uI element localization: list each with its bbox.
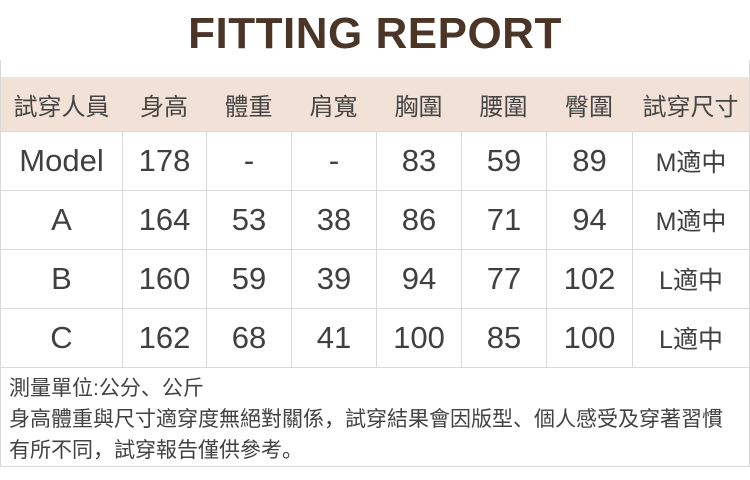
cell-chest: 86: [376, 191, 461, 249]
cell-height: 178: [122, 132, 206, 190]
header-cell-size: 試穿尺寸: [642, 93, 739, 121]
table-row-b: B 160 59 39 94 77 102 L適中: [1, 249, 749, 308]
header-cell-person: 試穿人員: [13, 93, 110, 121]
cell-weight: 68: [206, 309, 291, 367]
header-cell-waist: 腰圍: [479, 93, 528, 121]
cell-shoulder: 39: [291, 250, 376, 308]
cell-chest: 83: [376, 132, 461, 190]
cell-person: A: [51, 202, 72, 237]
cell-hip: 94: [546, 191, 632, 249]
table-row-c: C 162 68 41 100 85 100 L適中: [1, 308, 749, 367]
table-footnote: 測量單位:公分、公斤 身高體重與尺寸適穿度無絕對關係，試穿結果會因版型、個人感受…: [1, 367, 749, 466]
header-cell-weight: 體重: [224, 93, 273, 121]
table-row-a: A 164 53 38 86 71 94 M適中: [1, 190, 749, 249]
cell-person: B: [51, 261, 72, 296]
table-top-spacer: [1, 60, 749, 77]
table-row-model: Model 178 - - 83 59 89 M適中: [1, 131, 749, 190]
cell-height: 160: [122, 250, 206, 308]
page-title: FITTING REPORT: [188, 9, 562, 58]
cell-person: Model: [19, 143, 104, 178]
cell-size: M適中: [632, 191, 749, 249]
cell-shoulder: 41: [291, 309, 376, 367]
cell-person: C: [50, 320, 73, 355]
header-cell-height: 身高: [140, 93, 188, 121]
measure-unit-note: 測量單位:公分、公斤: [9, 377, 204, 400]
cell-waist: 85: [461, 309, 546, 367]
cell-size: L適中: [632, 309, 749, 367]
cell-weight: 59: [206, 250, 291, 308]
cell-size: M適中: [632, 132, 749, 190]
cell-waist: 71: [461, 191, 546, 249]
cell-chest: 94: [376, 250, 461, 308]
cell-size: L適中: [632, 250, 749, 308]
cell-hip: 89: [546, 132, 632, 190]
cell-weight: -: [206, 132, 291, 190]
header-cell-shoulder: 肩寬: [309, 93, 358, 121]
cell-chest: 100: [376, 309, 461, 367]
cell-waist: 59: [461, 132, 546, 190]
cell-weight: 53: [206, 191, 291, 249]
fitting-report-table: 試穿人員 身高 體重 肩寬 胸圍 腰圍 臀圍 試穿尺寸 Model 178 - …: [0, 60, 750, 467]
cell-height: 162: [122, 309, 206, 367]
cell-hip: 100: [546, 309, 632, 367]
cell-hip: 102: [546, 250, 632, 308]
cell-shoulder: 38: [291, 191, 376, 249]
cell-height: 164: [122, 191, 206, 249]
header-cell-chest: 胸圍: [394, 93, 443, 121]
header-cell-hip: 臀圍: [565, 93, 613, 121]
cell-shoulder: -: [291, 132, 376, 190]
fitting-disclaimer: 身高體重與尺寸適穿度無絕對關係，試穿結果會因版型、個人感受及穿著習慣有所不同，試…: [9, 408, 723, 462]
table-header-row: 試穿人員 身高 體重 肩寬 胸圍 腰圍 臀圍 試穿尺寸: [1, 77, 749, 131]
cell-waist: 77: [461, 250, 546, 308]
